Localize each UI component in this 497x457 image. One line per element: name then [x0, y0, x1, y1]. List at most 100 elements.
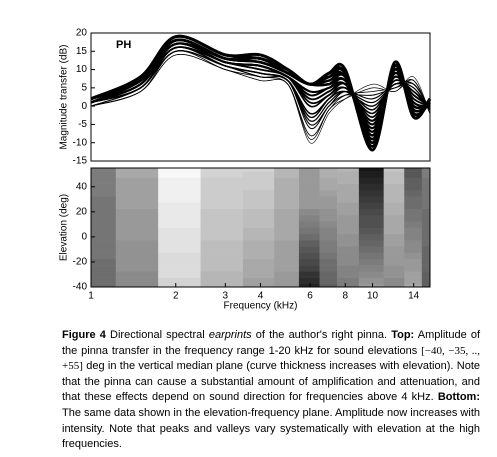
heat-cell [200, 221, 244, 228]
heat-cell [337, 202, 360, 210]
heat-cell [158, 208, 201, 216]
heat-cell [274, 214, 300, 222]
y-axis-label: Elevation (deg) [59, 194, 70, 261]
heat-cell [358, 283, 384, 288]
heat-cell [242, 171, 275, 178]
heat-cell [200, 246, 244, 253]
heat-cell [404, 196, 423, 203]
heat-cell [115, 171, 159, 178]
heat-cell [242, 208, 275, 216]
heat-cell [242, 265, 275, 272]
heat-cell [337, 227, 360, 235]
heat-cell [115, 189, 159, 197]
heat-cell [383, 202, 405, 210]
heat-cell [383, 227, 405, 235]
heat-cell [319, 246, 338, 253]
heat-cell [274, 283, 300, 288]
heat-cell [91, 283, 117, 288]
heat-cell [115, 196, 159, 203]
heat-cell [404, 277, 423, 285]
y-tick-label: -20 [73, 257, 88, 268]
heat-cell [337, 283, 360, 288]
y-tick-label: 0 [81, 232, 87, 243]
heat-cell [274, 171, 300, 178]
heat-cell [274, 252, 300, 260]
heat-cell [319, 183, 338, 191]
heat-cell [383, 171, 405, 178]
y-tick-label: 40 [76, 181, 88, 192]
heat-cell [383, 214, 405, 222]
heat-cell [298, 271, 320, 278]
heat-cell [200, 271, 244, 278]
y-tick-label: -15 [73, 156, 88, 167]
heat-cell [404, 214, 423, 222]
heat-cell [298, 277, 320, 285]
caption-run: Bottom: [437, 391, 480, 404]
heat-cell [298, 183, 320, 191]
heat-cell [158, 183, 201, 191]
heat-cell [319, 240, 338, 247]
heat-cell [298, 252, 320, 260]
heat-cell [200, 265, 244, 272]
heat-cell [421, 196, 431, 203]
heat-cell [200, 252, 244, 260]
heat-cell [91, 177, 117, 184]
y-tick-label: 10 [76, 64, 88, 75]
heat-cell [200, 227, 244, 235]
heat-cell [115, 283, 159, 288]
heat-cell [404, 227, 423, 235]
heat-cell [421, 240, 431, 247]
heat-cell [242, 177, 275, 184]
heat-cell [158, 202, 201, 210]
heat-cell [242, 271, 275, 278]
heat-cell [421, 252, 431, 260]
heat-cell [91, 246, 117, 253]
heat-cell [158, 265, 201, 272]
heat-cell [358, 277, 384, 285]
heat-cell [421, 221, 431, 228]
heat-cell [115, 202, 159, 210]
heat-cell [91, 240, 117, 247]
heat-cell [383, 233, 405, 241]
heat-cell [337, 221, 360, 228]
y-tick-label: 5 [81, 82, 87, 93]
heat-cell [298, 283, 320, 288]
heat-cell [404, 177, 423, 184]
heat-cell [421, 265, 431, 272]
heat-cell [115, 177, 159, 184]
x-tick-label: 8 [342, 291, 348, 302]
heat-cell [421, 233, 431, 241]
heat-cell [358, 221, 384, 228]
heat-cell [404, 208, 423, 216]
heat-cell [298, 171, 320, 178]
heat-cell [242, 252, 275, 260]
heat-cell [242, 240, 275, 247]
heat-cell [421, 168, 431, 172]
x-tick-label: 4 [258, 291, 264, 302]
heat-cell [115, 208, 159, 216]
heat-cell [200, 277, 244, 285]
heat-cell [358, 265, 384, 272]
heat-cell [158, 277, 201, 285]
heat-cell [421, 271, 431, 278]
y-tick-label: 20 [76, 28, 88, 39]
heat-cell [358, 227, 384, 235]
heat-cell [421, 227, 431, 235]
heat-cell [319, 177, 338, 184]
heat-cell [383, 265, 405, 272]
caption-run: earprints [208, 329, 252, 341]
heat-cell [274, 265, 300, 272]
heat-cell [115, 221, 159, 228]
heat-cell [274, 202, 300, 210]
heat-cell [337, 183, 360, 191]
caption-run: deg in the vertical median plane (curve … [62, 360, 480, 404]
heat-cell [115, 227, 159, 235]
heat-cell [337, 258, 360, 266]
heat-cell [200, 183, 244, 191]
heat-cell [242, 233, 275, 241]
heat-cell [337, 196, 360, 203]
heat-cell [337, 240, 360, 247]
heat-cell [200, 214, 244, 222]
heat-cell [200, 196, 244, 203]
